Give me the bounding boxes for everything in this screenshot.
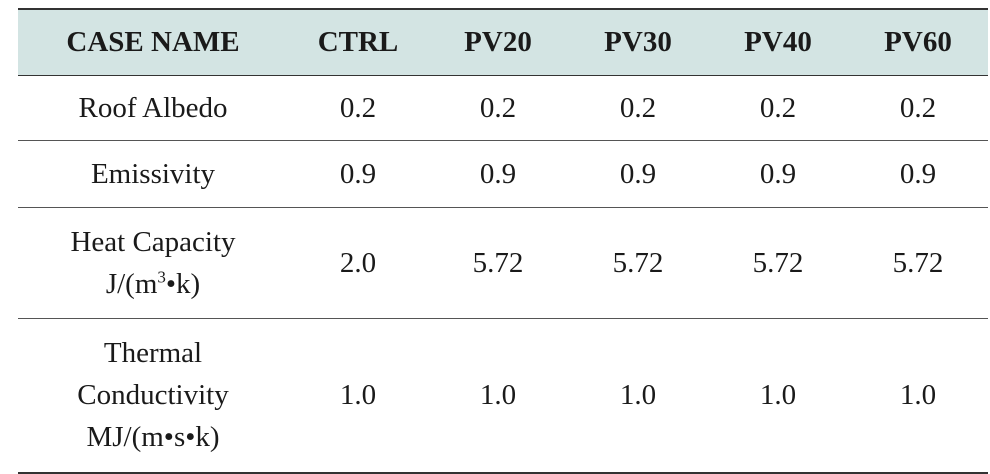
table-cell: 0.9 — [428, 140, 568, 208]
table-cell: 2.0 — [288, 207, 428, 319]
label-line: Emissivity — [90, 157, 216, 190]
table-cell: 5.72 — [428, 207, 568, 319]
table-cell: 0.2 — [428, 75, 568, 141]
table-cell: 1.0 — [848, 318, 988, 474]
unit-post: •k) — [165, 267, 201, 300]
unit-line: J/(m3•k) — [18, 263, 288, 305]
table-cell: 0.2 — [288, 75, 428, 141]
header-case-name: CASE NAME — [18, 8, 288, 76]
table-row-emissivity: Emissivity 0.9 0.9 0.9 0.9 0.9 — [18, 140, 988, 208]
table-row-heat-capacity: Heat Capacity J/(m3•k) 2.0 5.72 5.72 5.7… — [18, 207, 988, 319]
table-cell: 0.9 — [848, 140, 988, 208]
table-cell: 0.9 — [568, 140, 708, 208]
row-label: Roof Albedo — [18, 75, 288, 141]
table-cell: 5.72 — [848, 207, 988, 319]
table-cell: 1.0 — [568, 318, 708, 474]
header-pv20: PV20 — [428, 8, 568, 76]
header-row: CASE NAME CTRL PV20 PV30 PV40 PV60 — [18, 8, 988, 76]
row-label: Thermal Conductivity MJ/(m•s•k) — [18, 318, 288, 474]
label-line: Conductivity — [77, 379, 229, 412]
table-cell: 1.0 — [708, 318, 848, 474]
label-line: Heat Capacity — [70, 225, 236, 258]
label-line: MJ/(m•s•k) — [86, 421, 220, 454]
table-cell: 5.72 — [568, 207, 708, 319]
header-pv30: PV30 — [568, 8, 708, 76]
table-cell: 1.0 — [288, 318, 428, 474]
label-line: Roof Albedo — [78, 91, 228, 124]
unit-sup: 3 — [157, 266, 166, 286]
table-row-thermal-conductivity: Thermal Conductivity MJ/(m•s•k) 1.0 1.0 … — [18, 318, 988, 474]
row-label: Emissivity — [18, 140, 288, 208]
table-cell: 0.2 — [848, 75, 988, 141]
header-pv40: PV40 — [708, 8, 848, 76]
unit-pre: J/(m — [105, 267, 158, 300]
header-ctrl: CTRL — [288, 8, 428, 76]
header-pv60: PV60 — [848, 8, 988, 76]
table-cell: 0.9 — [288, 140, 428, 208]
parameter-table: CASE NAME CTRL PV20 PV30 PV40 PV60 Roof … — [18, 8, 988, 474]
table-cell: 1.0 — [428, 318, 568, 474]
label-line: Thermal — [103, 337, 203, 370]
table-cell: 0.2 — [568, 75, 708, 141]
row-label: Heat Capacity J/(m3•k) — [18, 207, 288, 319]
table-row-roof-albedo: Roof Albedo 0.2 0.2 0.2 0.2 0.2 — [18, 75, 988, 141]
table-cell: 5.72 — [708, 207, 848, 319]
table-cell: 0.9 — [708, 140, 848, 208]
table-cell: 0.2 — [708, 75, 848, 141]
